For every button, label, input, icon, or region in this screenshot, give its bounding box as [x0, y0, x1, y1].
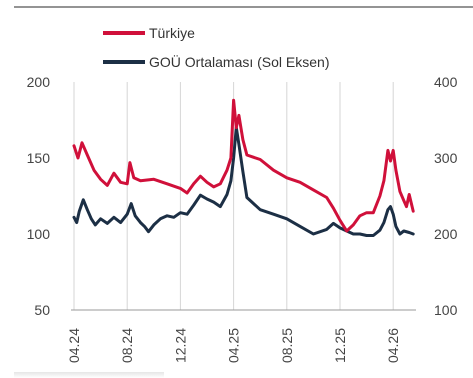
- legend-label-gou: GOÜ Ortalaması (Sol Eksen): [149, 53, 330, 70]
- series-line-gou: [72, 126, 415, 237]
- left-y-tick-label: 50: [34, 302, 50, 318]
- x-tick-label: 12.25: [332, 328, 348, 363]
- x-tick-label: 04.25: [226, 328, 242, 363]
- right-y-tick-label: 400: [434, 74, 458, 90]
- right-y-tick-label: 200: [434, 226, 458, 242]
- series-lines: [72, 98, 415, 237]
- left-y-tick-label: 100: [27, 226, 51, 242]
- legend: Türkiye GOÜ Ortalaması (Sol Eksen): [103, 25, 330, 70]
- x-tick-label: 08.25: [279, 328, 295, 363]
- legend-label-turkiye: Türkiye: [149, 25, 195, 41]
- series-line-turkiye: [72, 98, 415, 233]
- left-y-tick-label: 150: [27, 150, 51, 166]
- x-tick-label: 12.24: [172, 328, 188, 363]
- tick-labels: 04.24 08.24 12.24 04.25 08.25 12.25 04.26 200 15…: [27, 74, 458, 363]
- bottom-edge-fragment: [14, 372, 164, 378]
- right-y-tick-label: 300: [434, 150, 458, 166]
- right-y-tick-label: 100: [434, 302, 458, 318]
- x-tick-label: 04.24: [66, 328, 82, 363]
- left-y-tick-label: 200: [27, 74, 51, 90]
- x-tick-label: 04.26: [385, 328, 401, 363]
- x-tick-label: 08.24: [119, 328, 135, 363]
